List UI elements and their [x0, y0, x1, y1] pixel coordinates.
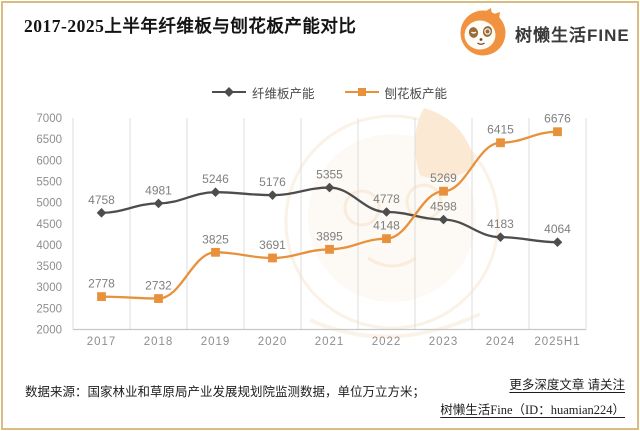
brand-logo: 树懒生活FINE: [458, 8, 630, 58]
svg-text:2018: 2018: [144, 336, 174, 348]
svg-text:2500: 2500: [36, 303, 62, 315]
chart-legend: 纤维板产能 刨花板产能: [73, 83, 586, 102]
svg-text:6676: 6676: [544, 112, 571, 126]
svg-text:2778: 2778: [88, 277, 115, 291]
data-source-note: 数据来源：国家林业和草原局产业发展规划院监测数据，单位万立方米；: [25, 385, 426, 399]
svg-text:3825: 3825: [202, 232, 229, 246]
gridlines: [72, 118, 587, 330]
svg-text:4148: 4148: [373, 219, 400, 233]
svg-text:4778: 4778: [373, 192, 400, 206]
watermark-sloth: [284, 108, 500, 339]
svg-text:6415: 6415: [487, 123, 514, 137]
svg-text:3000: 3000: [36, 282, 62, 294]
legend-label-particleboard: 刨花板产能: [384, 86, 448, 101]
svg-text:5000: 5000: [36, 198, 62, 210]
svg-text:2019: 2019: [201, 336, 231, 348]
svg-text:6500: 6500: [36, 134, 62, 146]
svg-text:3691: 3691: [259, 238, 286, 252]
account-id-link[interactable]: 树懒生活Fine（ID：huamian224）: [440, 403, 625, 417]
svg-text:4758: 4758: [88, 193, 115, 207]
square-marker-icon: [357, 88, 366, 96]
sloth-icon: [458, 8, 508, 58]
data-labels-fiberboard: 4758 4981 5246 5176 5355 4778 4598 4183 4064: [88, 168, 571, 237]
series-particleboard: [97, 127, 562, 303]
svg-text:2000: 2000: [36, 325, 62, 337]
svg-text:5355: 5355: [316, 168, 343, 182]
svg-text:4598: 4598: [430, 200, 457, 214]
svg-text:2017: 2017: [87, 336, 117, 348]
svg-text:2022: 2022: [372, 336, 402, 348]
svg-text:2021: 2021: [315, 336, 345, 348]
legend-item-fiberboard: 纤维板产能: [211, 83, 315, 102]
svg-text:5246: 5246: [202, 172, 229, 186]
svg-text:4500: 4500: [36, 219, 62, 231]
x-axis-labels: 2017 2018 2019 2020 2021 2022 2023 2024 2025H1: [87, 336, 580, 348]
y-axis-labels: 7000 6500 6000 5500 5000 4500 4000 3500 3000 2500…: [36, 113, 62, 337]
svg-text:2732: 2732: [145, 279, 172, 293]
svg-text:2024: 2024: [486, 336, 516, 348]
fiberboard-line-swatch: [211, 87, 246, 97]
svg-text:2020: 2020: [258, 336, 288, 348]
svg-text:5176: 5176: [259, 175, 286, 189]
svg-text:4064: 4064: [544, 222, 571, 236]
svg-text:3500: 3500: [36, 261, 62, 273]
svg-text:4981: 4981: [145, 183, 172, 197]
svg-text:2023: 2023: [429, 336, 459, 348]
data-labels-particleboard: 2778 2732 3825 3691 3895 4148 5269 6415 6676: [88, 112, 571, 293]
svg-text:4000: 4000: [36, 240, 62, 252]
svg-text:4183: 4183: [487, 217, 514, 231]
more-articles-link[interactable]: 更多深度文章 请关注: [509, 378, 625, 392]
svg-text:5500: 5500: [36, 176, 62, 188]
brand-name: 树懒生活FINE: [515, 25, 630, 45]
page-title: 2017-2025上半年纤维板与刨花板产能对比: [24, 16, 357, 36]
svg-text:6000: 6000: [36, 155, 62, 167]
footer-links: 更多深度文章 请关注 树懒生活Fine（ID：huamian224）: [440, 373, 625, 423]
particleboard-line-swatch: [344, 88, 379, 96]
series-fiberboard: [96, 182, 563, 247]
svg-text:2025H1: 2025H1: [534, 336, 580, 348]
legend-item-particleboard: 刨花板产能: [344, 83, 448, 102]
legend-label-fiberboard: 纤维板产能: [251, 86, 315, 101]
svg-text:5269: 5269: [430, 171, 457, 185]
svg-text:3895: 3895: [316, 229, 343, 243]
svg-text:7000: 7000: [36, 113, 62, 125]
